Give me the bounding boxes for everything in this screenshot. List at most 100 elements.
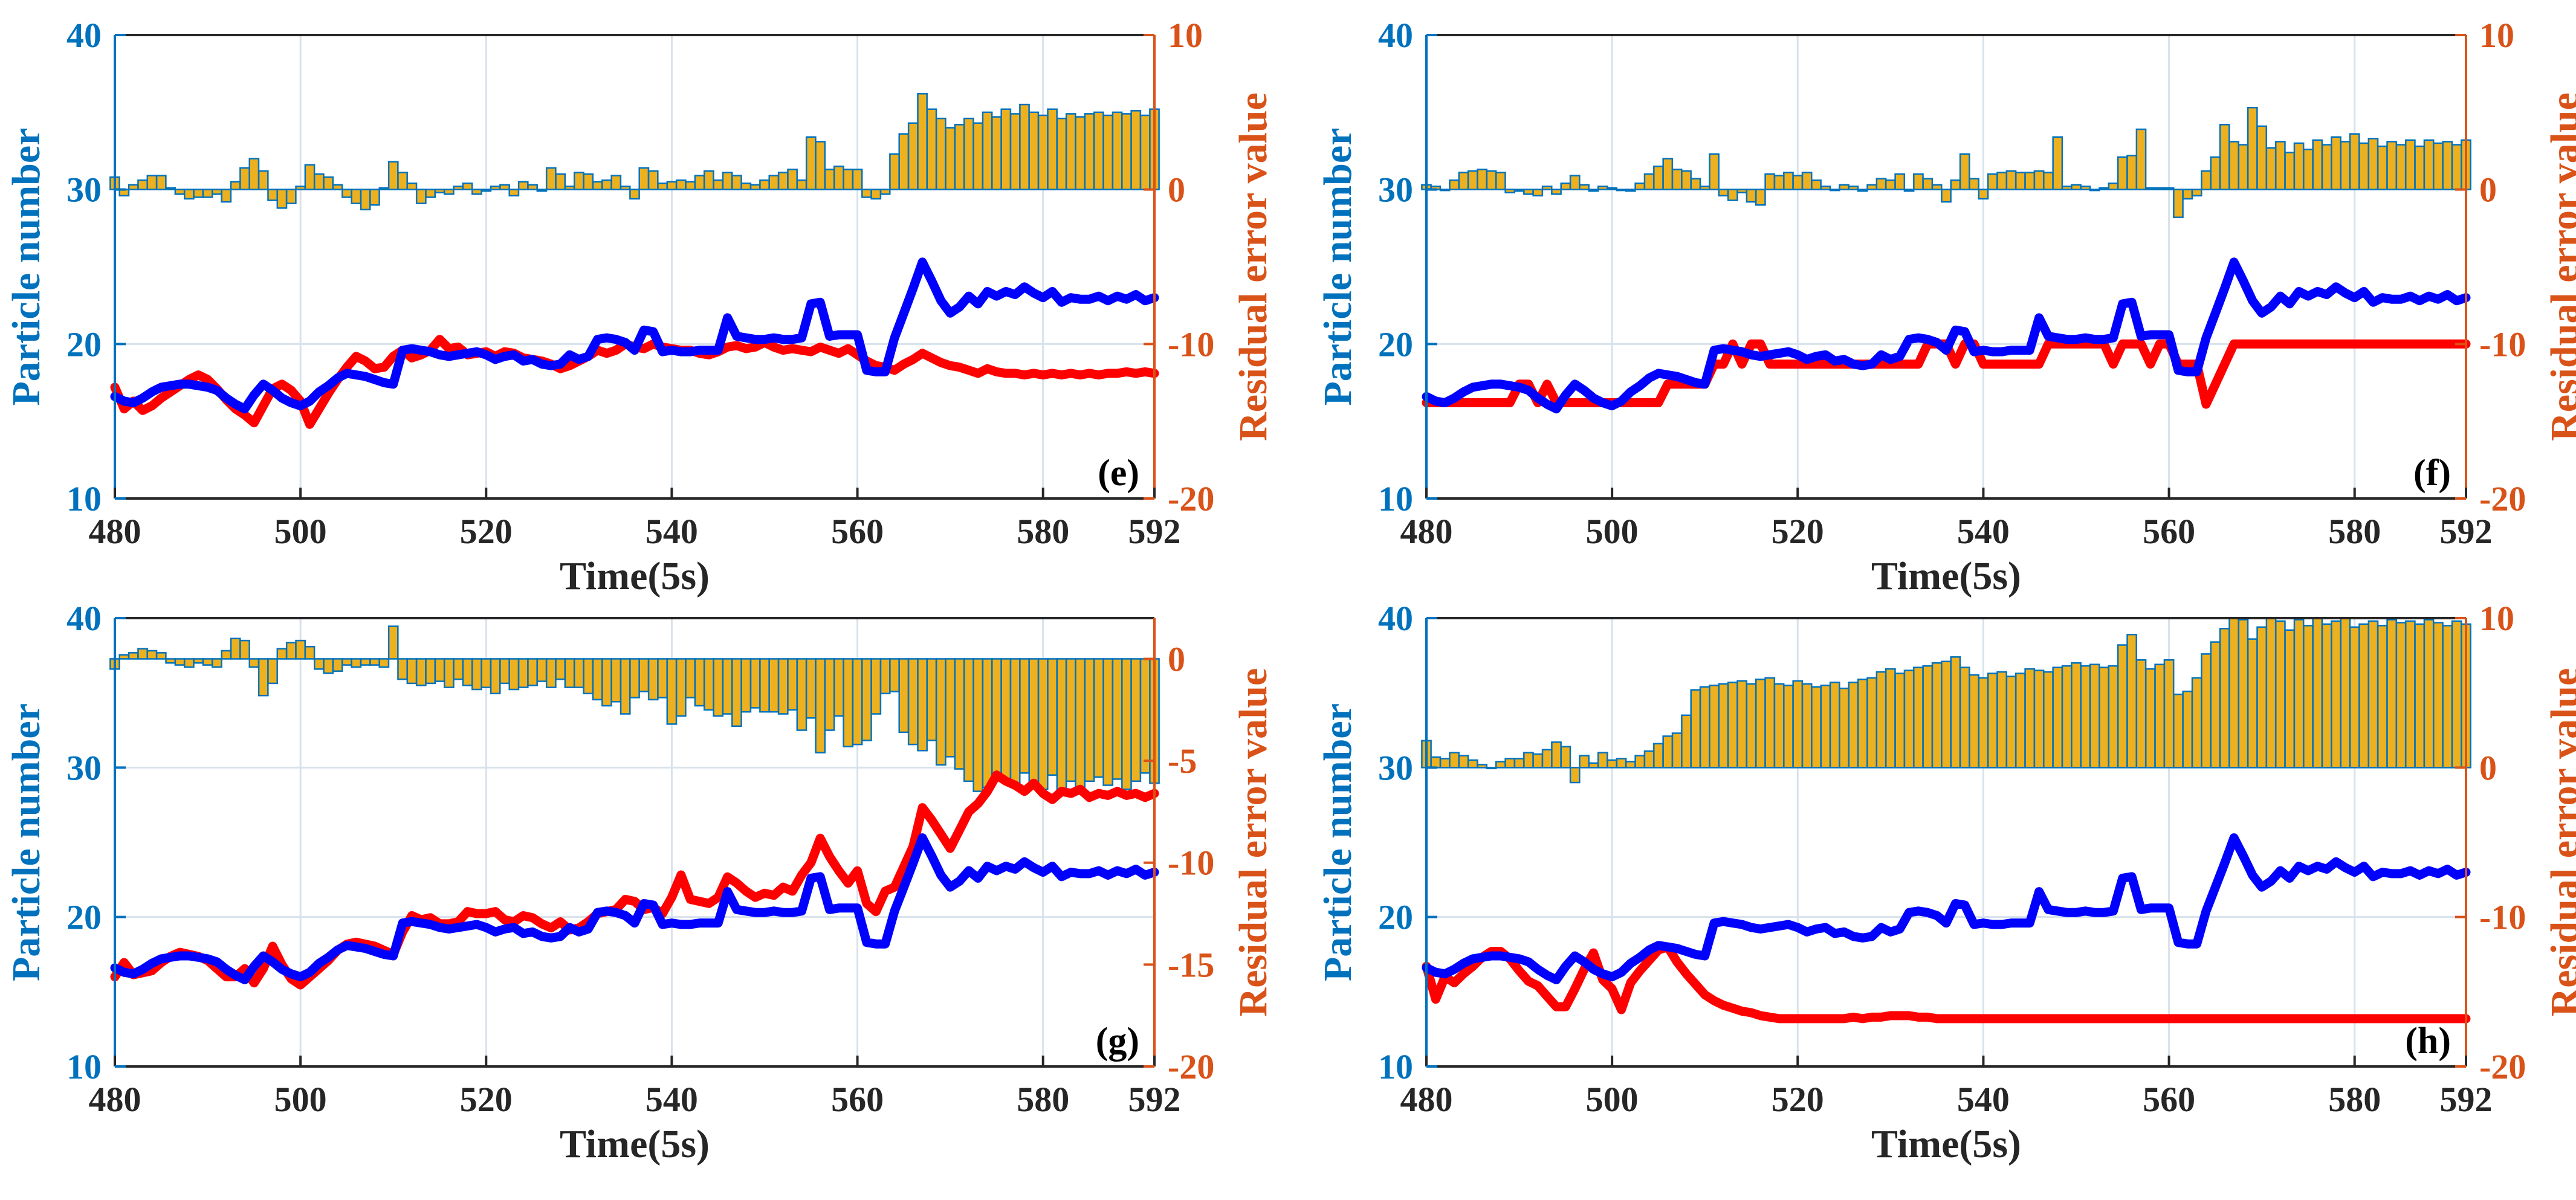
residual-bar [824,658,835,731]
residual-bar [453,658,464,680]
y-tick-label: 30 [1378,170,1413,210]
residual-bar [2340,617,2351,769]
x-tick-label: 500 [1586,512,1639,551]
residual-bar [1941,660,1952,769]
residual-bar [592,658,603,701]
y2-tick-label: -20 [1168,1047,1214,1086]
x-tick-label: 580 [2328,512,2381,551]
residual-bar [248,658,260,668]
residual-bar [777,172,789,190]
y2-tick-label: 10 [1168,16,1203,55]
residual-bar [879,189,891,195]
residual-bar [1996,671,2008,769]
blue-series-line [1422,257,2471,414]
residual-bar [1139,114,1151,190]
residual-bar [1523,189,1534,195]
residual-bar [1056,658,1067,795]
residual-bar [2043,172,2054,190]
residual-bar [1894,673,1906,769]
residual-bar [2089,663,2100,769]
residual-bar [378,658,390,668]
residual-bar [1801,172,1813,190]
residual-bar [2321,144,2332,190]
residual-bar [2265,617,2277,769]
residual-bar [592,181,603,190]
residual-bar [2201,653,2212,769]
residual-bar [351,189,362,204]
residual-bar [267,189,278,201]
residual-bar [193,189,204,198]
residual-bar [2414,145,2426,190]
residual-bar [1718,683,1729,769]
residual-bar [1839,184,1849,190]
residual-bar [1075,116,1086,190]
residual-bar [583,658,594,695]
residual-bar [323,658,334,674]
residual-bar [212,189,222,195]
residual-bar [1783,172,1794,190]
residual-bar [870,189,882,200]
residual-bar [1597,752,1608,769]
residual-bar [768,175,780,190]
residual-bar [1792,680,1804,769]
x-tick-label: 580 [2328,1080,2381,1119]
residual-bar [972,122,984,190]
residual-bar [2210,641,2221,769]
residual-bar [2219,124,2230,190]
residual-bar [917,658,928,752]
y-axis-label: Particle number [1316,127,1360,405]
residual-bar [1709,685,1720,769]
residual-bar [805,658,817,719]
residual-bar [285,642,297,660]
residual-bar [2256,125,2268,190]
residual-bar [165,187,176,190]
residual-bar [749,658,761,709]
residual-bar [1121,658,1132,790]
x-tick-label: 500 [274,512,327,551]
residual-bar [1931,662,1943,769]
residual-bar [1736,189,1748,194]
x-axis-label: Time(5s) [560,1122,710,1166]
residual-bar [1950,656,1961,769]
residual-bar [202,658,213,666]
residual-bar [2312,617,2323,769]
y-axis-label: Particle number [4,127,48,405]
residual-bar [1820,185,1831,190]
residual-bar [2303,148,2314,190]
residual-bar [601,179,612,190]
residual-bar [713,179,724,190]
residual-bar [629,658,640,698]
residual-bar [1820,685,1831,769]
residual-bar [2052,136,2063,190]
panel-label: (g) [1096,1021,1139,1062]
residual-bar [963,658,974,782]
residual-bar [1439,189,1451,192]
residual-bar [1671,732,1683,769]
residual-bar [1643,750,1655,769]
residual-bar [1000,108,1012,190]
residual-bar [666,181,678,190]
residual-bar [1941,189,1952,203]
x-tick-label: 592 [2440,1080,2493,1119]
residual-bar [945,658,956,758]
residual-bar [313,173,325,190]
residual-bar [2377,625,2388,769]
residual-bar [2228,617,2239,769]
residual-bar [2404,620,2416,769]
plot-area [115,35,1154,498]
residual-bar [749,184,761,190]
residual-bar [1903,189,1915,192]
residual-bar [1885,668,1896,769]
x-tick-label: 560 [831,512,884,551]
residual-bar [2303,625,2314,769]
blue-series-line [110,257,1159,414]
y-tick-label: 40 [1378,599,1413,638]
residual-bar [731,658,742,727]
residual-bar [397,658,408,680]
residual-bar [2442,625,2453,769]
residual-bar [387,161,399,190]
residual-bar [1449,752,1460,769]
x-tick-label: 560 [2143,1080,2195,1119]
residual-bar [155,652,167,660]
